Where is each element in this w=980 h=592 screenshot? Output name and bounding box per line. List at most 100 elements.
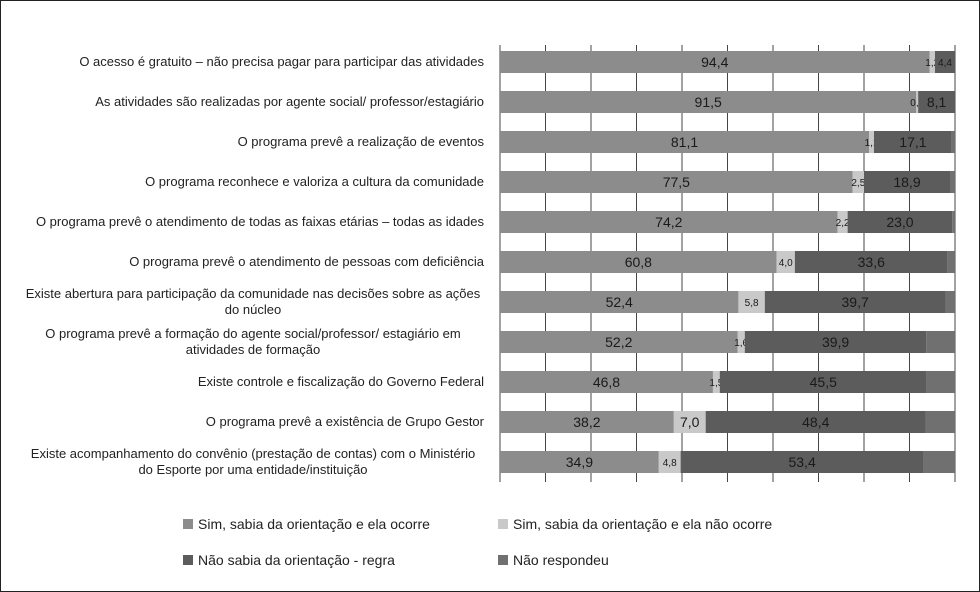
legend-swatch bbox=[183, 519, 193, 529]
bar-segment bbox=[926, 331, 955, 353]
value-label: 1,5 bbox=[709, 378, 723, 389]
value-label: 94,4 bbox=[701, 54, 728, 70]
value-label: 4,0 bbox=[779, 258, 793, 269]
category-label-box: Existe abertura para participação da com… bbox=[4, 282, 484, 322]
category-label: O programa reconhece e valoriza a cultur… bbox=[145, 174, 484, 189]
bar-segment bbox=[929, 51, 935, 73]
bar-segment bbox=[500, 451, 659, 473]
bar-segment bbox=[500, 411, 674, 433]
bar-segment bbox=[852, 171, 864, 193]
category-label: Existe abertura para participação da com… bbox=[25, 286, 481, 317]
category-label: O programa prevê a existência de Grupo G… bbox=[205, 414, 484, 429]
bar-segment bbox=[737, 331, 745, 353]
value-label: 8,1 bbox=[927, 94, 947, 110]
legend-swatch bbox=[498, 519, 508, 529]
bar-segment bbox=[764, 291, 946, 313]
category-label-box: Existe controle e fiscalização do Govern… bbox=[4, 362, 484, 402]
value-label: 33,6 bbox=[858, 254, 885, 270]
category-label-box: O programa reconhece e valoriza a cultur… bbox=[4, 162, 484, 202]
bar-segment bbox=[874, 131, 952, 153]
value-label: 4,8 bbox=[663, 458, 677, 469]
value-label: 81,1 bbox=[671, 134, 698, 150]
category-label-box: O programa prevê o atendimento de pessoa… bbox=[4, 242, 484, 282]
category-label-box: O programa prevê a existência de Grupo G… bbox=[4, 402, 484, 442]
bar-segment bbox=[847, 211, 953, 233]
legend-entry: Não sabia da orientação - regra bbox=[183, 552, 395, 568]
value-label: 38,2 bbox=[573, 414, 600, 430]
bar-segment bbox=[500, 251, 777, 273]
category-label: Existe acompanhamento do convênio (prest… bbox=[30, 446, 476, 477]
value-label: 46,8 bbox=[593, 374, 620, 390]
value-label: 5,8 bbox=[745, 298, 759, 309]
bar-segment bbox=[719, 371, 927, 393]
bar-segment bbox=[837, 211, 848, 233]
bar-segment bbox=[680, 451, 924, 473]
bar-segment bbox=[500, 371, 713, 393]
value-label: 34,9 bbox=[566, 454, 593, 470]
legend-entry: Não respondeu bbox=[498, 552, 609, 568]
legend-entry: Sim, sabia da orientação e ela não ocorr… bbox=[498, 516, 772, 532]
value-label: 4,4 bbox=[938, 58, 952, 69]
bar-segment bbox=[776, 251, 795, 273]
category-label: O acesso é gratuito – não precisa pagar … bbox=[79, 54, 484, 69]
legend-label: Sim, sabia da orientação e ela não ocorr… bbox=[513, 516, 773, 532]
value-label: 48,4 bbox=[802, 414, 829, 430]
bar-segment bbox=[916, 91, 919, 113]
bar-segment bbox=[500, 291, 739, 313]
legend-label: Não respondeu bbox=[513, 552, 609, 568]
legend-label: Não sabia da orientação - regra bbox=[198, 552, 395, 568]
value-label: 23,0 bbox=[886, 214, 913, 230]
bar-segment bbox=[864, 171, 950, 193]
category-label-box: As atividades são realizadas por agente … bbox=[4, 82, 484, 122]
bar-segment bbox=[926, 371, 955, 393]
bar-segment bbox=[744, 331, 927, 353]
value-label: 77,5 bbox=[663, 174, 690, 190]
bar-segment bbox=[869, 131, 875, 153]
category-label: O programa prevê o atendimento de pessoa… bbox=[129, 254, 484, 269]
legend-label: Sim, sabia da orientação e ela ocorre bbox=[198, 516, 430, 532]
bar-segment bbox=[500, 51, 930, 73]
bar-segment bbox=[949, 171, 955, 193]
value-label: 39,7 bbox=[842, 294, 869, 310]
bar-segment bbox=[705, 411, 926, 433]
bar-segment bbox=[500, 331, 738, 353]
bar-segment bbox=[673, 411, 706, 433]
bar-segment bbox=[925, 411, 955, 433]
value-label: 45,5 bbox=[810, 374, 837, 390]
bar-segment bbox=[947, 251, 955, 273]
category-label-box: O acesso é gratuito – não precisa pagar … bbox=[4, 42, 484, 82]
bar-segment bbox=[918, 91, 955, 113]
bar-segment bbox=[952, 211, 955, 233]
value-label: 52,2 bbox=[605, 334, 632, 350]
value-label: 74,2 bbox=[655, 214, 682, 230]
value-label: 52,4 bbox=[606, 294, 633, 310]
bar-segment bbox=[500, 171, 853, 193]
value-label: 60,8 bbox=[625, 254, 652, 270]
value-label: 39,9 bbox=[822, 334, 849, 350]
category-label: As atividades são realizadas por agente … bbox=[95, 94, 484, 109]
bar-segment bbox=[500, 211, 838, 233]
category-label-box: O programa prevê a formação do agente so… bbox=[4, 322, 484, 362]
bar-segment bbox=[500, 131, 870, 153]
value-label: 1,2 bbox=[925, 58, 939, 69]
category-label: O programa prevê a realização de eventos bbox=[237, 134, 484, 149]
value-label: 91,5 bbox=[695, 94, 722, 110]
bar-segment bbox=[923, 451, 955, 473]
category-label-box: O programa prevê a realização de eventos bbox=[4, 122, 484, 162]
value-label: 2,2 bbox=[836, 218, 850, 229]
bar-segment bbox=[945, 291, 955, 313]
value-label: 1,1 bbox=[865, 138, 879, 149]
value-label: 0,4 bbox=[910, 98, 924, 109]
bar-segment bbox=[712, 371, 720, 393]
value-label: 17,1 bbox=[899, 134, 926, 150]
category-label: O programa prevê o atendimento de todas … bbox=[35, 214, 484, 229]
value-label: 1,6 bbox=[734, 338, 748, 349]
category-label-box: O programa prevê o atendimento de todas … bbox=[4, 202, 484, 242]
value-label: 2,5 bbox=[851, 178, 865, 189]
bar-segment bbox=[738, 291, 765, 313]
bar-segment bbox=[658, 451, 681, 473]
category-label: O programa prevê a formação do agente so… bbox=[45, 326, 461, 357]
category-label-box: Existe acompanhamento do convênio (prest… bbox=[4, 442, 484, 482]
bar-segment bbox=[500, 91, 917, 113]
